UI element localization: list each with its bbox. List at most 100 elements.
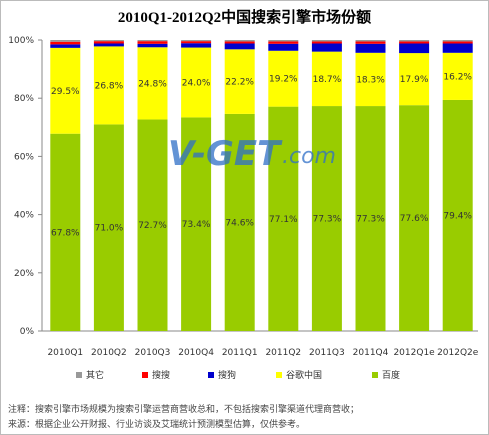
data-label: 24.8% <box>138 79 167 89</box>
watermark-logo: V-GET .com <box>168 134 336 174</box>
data-label: 18.7% <box>313 75 342 85</box>
x-tick-label: 2010Q2 <box>91 348 127 358</box>
bar-segment <box>355 52 386 107</box>
data-label: 71.0% <box>95 224 124 234</box>
data-label: 74.6% <box>225 218 254 228</box>
data-labels: 67.8% 29.5% 71.0% 26.8% 72.7% 24.8% 73.4% 24.0%… <box>51 72 472 238</box>
legend-label: 谷歌中国 <box>286 369 322 381</box>
data-label: 67.8% <box>51 228 80 238</box>
bar-segment <box>224 49 255 114</box>
bar-segment <box>93 46 124 125</box>
bar-segment <box>93 40 124 42</box>
bar-segment <box>50 133 81 331</box>
footnote-note: 注释：搜索引擎市场规模为搜索引擎运营商营收总和，不包括搜索引擎渠道代理商营收； <box>8 403 359 415</box>
bar-segment <box>399 43 430 54</box>
x-tick-label: 2010Q4 <box>178 348 214 358</box>
bar-segment <box>181 47 212 118</box>
bars <box>50 40 473 332</box>
data-label: 77.6% <box>400 214 429 224</box>
x-tick-label: 2011Q3 <box>309 348 345 358</box>
data-label: 79.4% <box>443 211 472 221</box>
bar-segment <box>50 41 81 45</box>
x-tick-label: 2010Q3 <box>135 348 171 358</box>
bar-segment <box>442 41 473 44</box>
y-tick-label: 60% <box>14 152 34 162</box>
bar-segment <box>137 40 168 42</box>
x-tick-label: 2012Q2e <box>437 348 479 358</box>
bar-segment <box>442 52 473 100</box>
y-tick-label: 0% <box>20 327 35 337</box>
bar-segment <box>355 43 386 53</box>
bar-segment <box>399 40 430 42</box>
data-label: 29.5% <box>51 87 80 97</box>
bar-segment <box>224 41 255 44</box>
bar-segment <box>442 40 473 42</box>
bar-segment <box>181 40 212 42</box>
x-tick-label: 2010Q1 <box>47 348 83 358</box>
bar-segment <box>399 41 430 44</box>
data-label: 18.3% <box>356 75 385 85</box>
y-tick-label: 40% <box>14 211 34 221</box>
chart-title: 2010Q1-2012Q2中国搜索引擎市场份额 <box>118 8 371 26</box>
y-tick-label: 80% <box>14 94 34 104</box>
bar-segment <box>137 119 168 332</box>
bar-segment <box>311 51 342 107</box>
data-label: 26.8% <box>95 81 124 91</box>
bar-segment <box>224 113 255 331</box>
data-label: 77.3% <box>356 215 385 225</box>
bar-segment <box>50 40 81 42</box>
bar-segment <box>93 124 124 331</box>
data-label: 24.0% <box>182 78 211 88</box>
bar-segment <box>181 117 212 331</box>
bar-segment <box>181 43 212 48</box>
data-label: 16.2% <box>443 72 472 82</box>
data-label: 17.9% <box>400 75 429 85</box>
bar-segment <box>93 43 124 47</box>
x-tick-label: 2011Q1 <box>222 348 258 358</box>
data-label: 72.7% <box>138 221 167 231</box>
bar-segment <box>224 43 255 50</box>
bar-segment <box>268 43 299 51</box>
watermark-suffix: .com <box>282 144 336 169</box>
bar-segment <box>311 106 342 331</box>
bar-segment <box>355 41 386 44</box>
bar-segment <box>355 40 386 42</box>
legend: 其它 搜搜 搜狗 谷歌中国 百度 <box>76 369 400 381</box>
bar-segment <box>355 106 386 331</box>
data-label: 73.4% <box>182 220 211 230</box>
bar-segment <box>442 99 473 331</box>
bar-segment <box>50 47 81 134</box>
legend-label: 百度 <box>382 369 400 381</box>
bar-segment <box>399 105 430 332</box>
legend-label: 搜搜 <box>152 369 170 381</box>
legend-label: 其它 <box>86 369 104 381</box>
bar-segment <box>93 41 124 44</box>
bar-segment <box>311 40 342 42</box>
x-tick-labels: 2010Q1 2010Q2 2010Q3 2010Q4 2011Q1 2011Q2 2011… <box>47 348 478 358</box>
bar-segment <box>224 40 255 42</box>
legend-swatch <box>208 372 214 378</box>
footnote-source: 来源：根据企业公开财报、行业访谈及艾瑞统计预测模型估算，仅供参考。 <box>8 418 305 430</box>
legend-swatch <box>372 372 378 378</box>
bar-segment <box>137 43 168 48</box>
bar-segment <box>268 40 299 42</box>
x-tick-label: 2011Q4 <box>353 348 389 358</box>
bar-segment <box>268 50 299 107</box>
bar-segment <box>268 106 299 331</box>
watermark-main: V-GET <box>168 134 283 174</box>
data-label: 22.2% <box>225 78 254 88</box>
x-tick-label: 2012Q1e <box>393 348 435 358</box>
x-tick-label: 2011Q2 <box>265 348 301 358</box>
bar-segment <box>50 44 81 48</box>
data-label: 19.2% <box>269 75 298 85</box>
bar-segment <box>399 53 430 106</box>
bar-segment <box>311 41 342 44</box>
bar-segment <box>442 43 473 53</box>
bar-segment <box>181 41 212 44</box>
y-tick-label: 20% <box>14 269 34 279</box>
legend-swatch <box>276 372 282 378</box>
bar-segment <box>268 41 299 44</box>
data-label: 77.3% <box>313 215 342 225</box>
legend-swatch <box>76 372 82 378</box>
